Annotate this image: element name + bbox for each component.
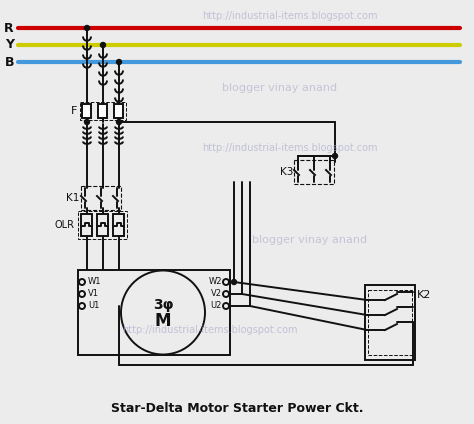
FancyBboxPatch shape [98,214,109,236]
Text: W1: W1 [88,277,101,287]
Circle shape [117,59,121,64]
Text: K2: K2 [417,290,431,300]
Text: blogger vinay anand: blogger vinay anand [253,235,367,245]
FancyBboxPatch shape [113,214,125,236]
Text: K1: K1 [65,193,79,203]
Text: http://industrial-items.blogspot.com: http://industrial-items.blogspot.com [202,143,378,153]
Circle shape [84,120,90,125]
Text: blogger vinay anand: blogger vinay anand [222,83,337,93]
FancyBboxPatch shape [78,270,230,355]
Text: W2: W2 [209,277,222,287]
Circle shape [332,153,337,159]
Text: 3φ: 3φ [153,298,173,312]
Text: V1: V1 [88,290,99,298]
Text: K3: K3 [280,167,293,177]
Text: M: M [155,312,171,329]
Text: http://industrial-items.blogspot.com: http://industrial-items.blogspot.com [202,11,378,21]
Text: http://industrial-items.blogspot.com: http://industrial-items.blogspot.com [122,325,298,335]
Text: Y: Y [5,39,14,51]
FancyBboxPatch shape [82,104,91,118]
Text: F: F [71,106,77,116]
FancyBboxPatch shape [99,104,108,118]
Text: U2: U2 [210,301,222,310]
Text: OLR: OLR [55,220,75,230]
Circle shape [117,120,121,125]
Circle shape [84,25,90,31]
Text: V2: V2 [211,290,222,298]
Text: R: R [4,22,14,34]
FancyBboxPatch shape [365,285,415,360]
Circle shape [231,279,237,285]
FancyBboxPatch shape [115,104,124,118]
Circle shape [100,42,106,47]
FancyBboxPatch shape [82,214,92,236]
Text: U1: U1 [88,301,100,310]
Text: B: B [4,56,14,69]
Text: Star-Delta Motor Starter Power Ckt.: Star-Delta Motor Starter Power Ckt. [111,402,363,415]
